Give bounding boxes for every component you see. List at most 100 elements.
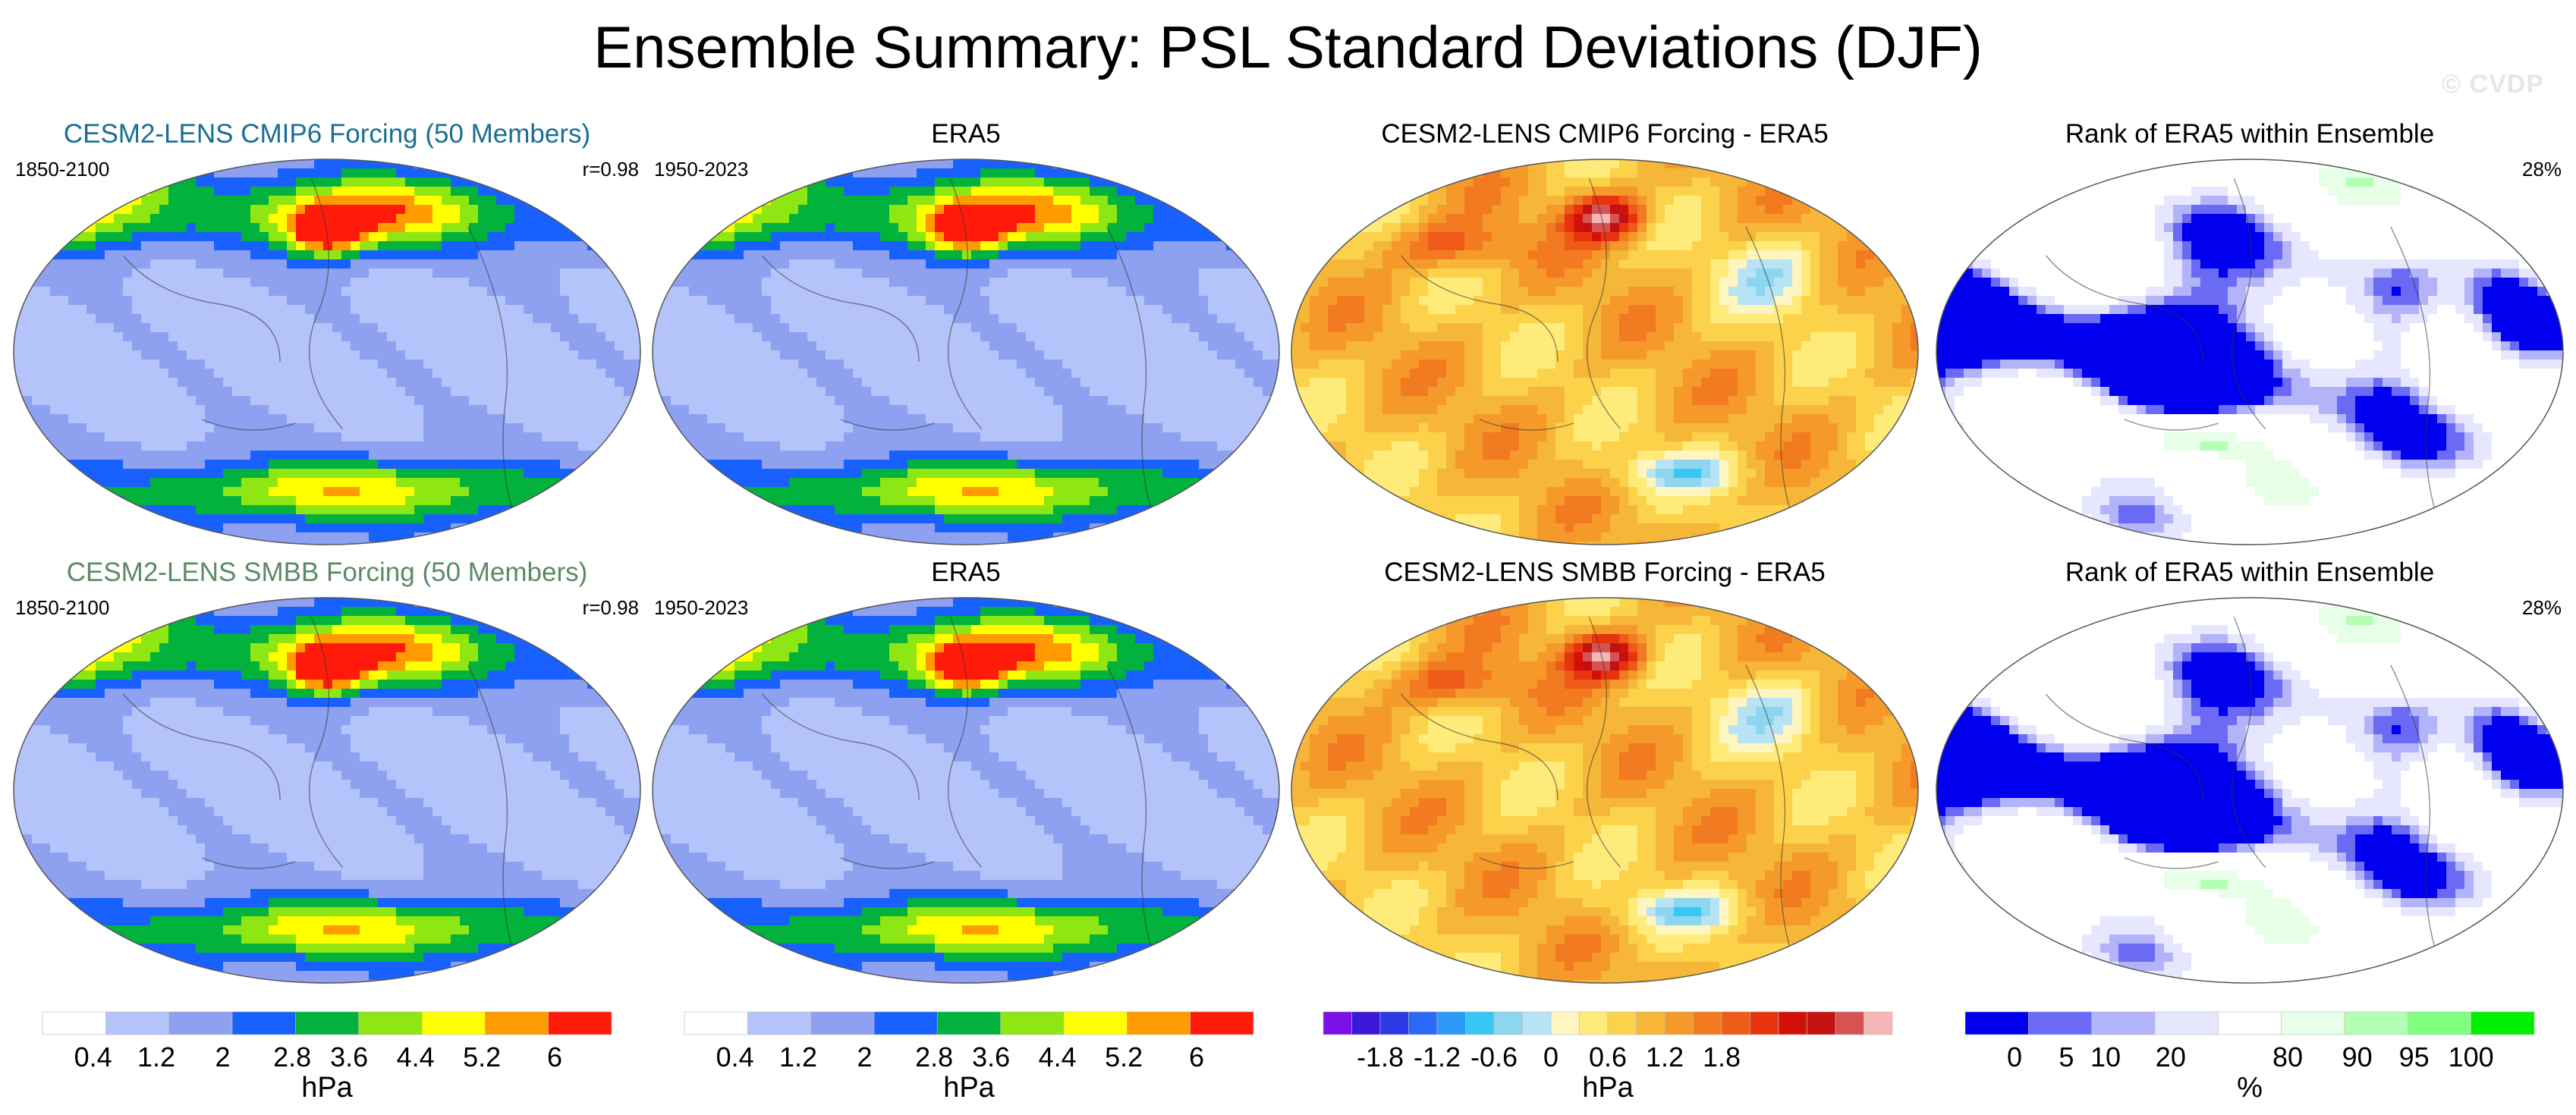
colorbar-box (1750, 1011, 1779, 1035)
colorbar-box (1127, 1011, 1190, 1035)
colorbar-box (1493, 1011, 1523, 1035)
colorbar-tick-label: 10 (2090, 1041, 2121, 1073)
colorbar-tick-label: -0.6 (1470, 1041, 1518, 1073)
coastlines (1401, 178, 1800, 536)
colorbar-box (548, 1011, 612, 1035)
colorbar-box (2408, 1011, 2471, 1035)
colorbar-box (2028, 1011, 2092, 1035)
panel-period: 1850-2100 (15, 596, 109, 619)
colorbar-tick-label: 3.6 (330, 1041, 368, 1073)
panel-period: 1950-2023 (654, 596, 748, 619)
colorbar-tick-label: 3.6 (972, 1041, 1010, 1073)
colorbar-tick-label: 0.4 (74, 1041, 112, 1073)
colorbar-tick-label: 1.8 (1703, 1041, 1741, 1073)
colorbar-box (937, 1011, 1001, 1035)
map-panel-8: Rank of ERA5 within Ensemble 28% (1936, 558, 2564, 984)
colorbar-rank-4: 0 5 10 20 80 90 95 100% (1964, 1011, 2535, 1104)
colorbar-box (873, 1011, 938, 1035)
panel-title: CESM2-LENS SMBB Forcing (50 Members) (67, 558, 588, 587)
coastlines (123, 617, 522, 974)
panel-stat: r=0.98 (583, 596, 639, 619)
map-field (14, 598, 640, 983)
colorbar-tick-label: 2 (857, 1041, 872, 1073)
colorbar-tick-label: -1.2 (1414, 1041, 1461, 1073)
colorbar-box (2154, 1011, 2219, 1035)
colorbar-box (485, 1011, 549, 1035)
colorbar-tick-label: 0.6 (1589, 1041, 1627, 1073)
colorbar-tick-label: 2 (215, 1041, 230, 1073)
colorbar-box (1063, 1011, 1128, 1035)
panel-title: CESM2-LENS SMBB Forcing - ERA5 (1384, 558, 1826, 587)
colorbar-box (358, 1011, 423, 1035)
map-field (1291, 159, 1918, 545)
map-border (1936, 597, 2564, 984)
map-panel-7: CESM2-LENS SMBB Forcing - ERA5 (1291, 558, 1919, 984)
panel-stat: 28% (2522, 596, 2562, 619)
colorbar-box (1000, 1011, 1065, 1035)
colorbar-box (2091, 1011, 2156, 1035)
colorbar-std-1: 0.4 1.2 2 2.8 3.6 4.4 5.2 6 hPa (42, 1011, 612, 1104)
panel-stat: r=0.98 (583, 158, 639, 181)
colorbar-box (2344, 1011, 2408, 1035)
map-panel-5: CESM2-LENS SMBB Forcing (50 Members) 1850… (13, 558, 641, 984)
colorbar-box (1964, 1011, 2029, 1035)
colorbar-box (1408, 1011, 1438, 1035)
colorbar-box (1465, 1011, 1495, 1035)
colorbar-tick-label: 4.4 (397, 1041, 435, 1073)
colorbar-tick-label: 6 (1189, 1041, 1204, 1073)
colorbar-tick-label: 80 (2272, 1041, 2303, 1073)
panel-title: CESM2-LENS CMIP6 Forcing - ERA5 (1381, 119, 1828, 149)
colorbar-tick-label: 1.2 (1646, 1041, 1684, 1073)
colorbar-box (168, 1011, 233, 1035)
colorbar-tick-label: 0.4 (716, 1041, 754, 1073)
map-panel-3: CESM2-LENS CMIP6 Forcing - ERA5 (1291, 119, 1919, 545)
colorbar-tick-label: 6 (547, 1041, 562, 1073)
colorbar-tick-label: 0 (2007, 1041, 2022, 1073)
colorbar-tick-label: 5 (2059, 1041, 2074, 1073)
coastlines (2046, 178, 2445, 536)
colorbar-box (1778, 1011, 1807, 1035)
colorbar-box (1351, 1011, 1381, 1035)
map-border (1936, 159, 2564, 545)
coastlines (2046, 617, 2445, 974)
colorbar-units: hPa (1582, 1072, 1634, 1104)
colorbar-box (2218, 1011, 2282, 1035)
map-border (652, 597, 1280, 984)
map-border (13, 597, 641, 984)
colorbar-box (1864, 1011, 1893, 1035)
colorbar-box (421, 1011, 486, 1035)
colorbar-tick-label: 4.4 (1039, 1041, 1077, 1073)
colorbar-tick-label: 2.8 (915, 1041, 953, 1073)
colorbar-std-2: 0.4 1.2 2 2.8 3.6 4.4 5.2 6 hPa (684, 1011, 1254, 1104)
colorbar-tick-label: 95 (2399, 1041, 2430, 1073)
colorbar-box (1636, 1011, 1665, 1035)
panel-title: ERA5 (931, 119, 1000, 149)
colorbar-box (1693, 1011, 1722, 1035)
colorbar-box (1835, 1011, 1864, 1035)
colorbar-box (1436, 1011, 1466, 1035)
coastlines (1401, 617, 1800, 974)
colorbar-box (1607, 1011, 1637, 1035)
panel-period: 1950-2023 (654, 158, 748, 181)
colorbar-box (1550, 1011, 1580, 1035)
panel-title: Rank of ERA5 within Ensemble (2065, 119, 2434, 149)
colorbar-box (1664, 1011, 1694, 1035)
colorbar-tick-label: 2.8 (273, 1041, 311, 1073)
map-field (14, 159, 640, 545)
panel-title: Rank of ERA5 within Ensemble (2065, 558, 2434, 587)
colorbar-tick-label: 0 (1543, 1041, 1558, 1073)
colorbar-tick-label: 1.2 (137, 1041, 175, 1073)
map-border (1291, 597, 1919, 984)
map-panel-6: ERA5 1950-2023 (652, 558, 1280, 984)
colorbar-box (1323, 1011, 1352, 1035)
coastlines (762, 617, 1161, 974)
map-panel-4: Rank of ERA5 within Ensemble 28% (1936, 119, 2564, 545)
colorbar-units: % (2237, 1072, 2263, 1104)
map-field (1936, 598, 2563, 983)
map-border (652, 159, 1280, 545)
map-field (653, 598, 1279, 983)
map-panel-2: ERA5 1950-2023 (652, 119, 1280, 545)
coastlines (762, 178, 1161, 536)
colorbar-box (747, 1011, 811, 1035)
